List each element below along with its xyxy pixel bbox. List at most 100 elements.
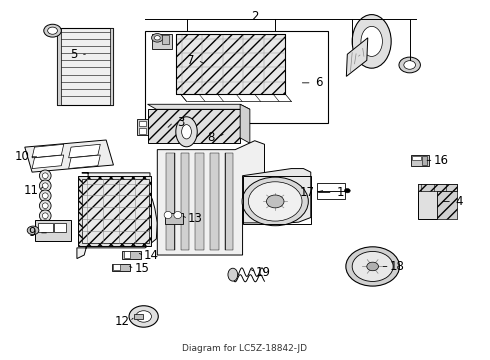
Text: 6: 6: [315, 76, 323, 89]
Ellipse shape: [42, 173, 48, 179]
Ellipse shape: [42, 183, 48, 189]
Ellipse shape: [27, 226, 39, 235]
Bar: [317, 183, 345, 191]
Text: 16: 16: [433, 154, 448, 167]
Ellipse shape: [39, 190, 51, 202]
Ellipse shape: [154, 36, 160, 40]
Text: 10: 10: [14, 150, 29, 163]
Ellipse shape: [129, 306, 158, 327]
Bar: [224, 153, 233, 249]
Bar: [114, 264, 120, 270]
Bar: [38, 223, 52, 232]
Bar: [152, 34, 172, 49]
Bar: [165, 213, 183, 224]
Bar: [137, 119, 147, 135]
Ellipse shape: [352, 15, 391, 68]
Ellipse shape: [182, 125, 192, 139]
Ellipse shape: [267, 195, 284, 208]
Text: Diagram for LC5Z-18842-JD: Diagram for LC5Z-18842-JD: [182, 344, 308, 353]
Bar: [147, 109, 240, 143]
Ellipse shape: [404, 61, 416, 69]
Bar: [113, 264, 129, 271]
Ellipse shape: [344, 189, 350, 193]
Ellipse shape: [242, 177, 308, 226]
Bar: [124, 251, 130, 258]
Ellipse shape: [228, 268, 238, 281]
Ellipse shape: [42, 223, 48, 229]
Text: 2: 2: [251, 10, 259, 23]
Ellipse shape: [176, 117, 197, 147]
Text: 8: 8: [207, 131, 215, 144]
Ellipse shape: [39, 230, 51, 242]
Polygon shape: [243, 168, 311, 223]
Bar: [145, 31, 328, 123]
Ellipse shape: [346, 247, 399, 286]
Bar: [438, 191, 457, 219]
Bar: [134, 314, 143, 319]
Bar: [139, 121, 146, 126]
Ellipse shape: [48, 27, 57, 34]
Polygon shape: [32, 144, 64, 158]
Bar: [412, 156, 421, 160]
Bar: [411, 155, 429, 166]
Ellipse shape: [42, 213, 48, 219]
Bar: [317, 192, 345, 199]
Bar: [176, 34, 286, 94]
Bar: [418, 184, 457, 191]
Text: 11: 11: [24, 184, 39, 197]
Ellipse shape: [39, 210, 51, 221]
Bar: [34, 220, 71, 241]
Bar: [196, 153, 204, 249]
Bar: [54, 223, 66, 232]
Polygon shape: [69, 155, 100, 168]
Ellipse shape: [39, 200, 51, 211]
Polygon shape: [69, 144, 100, 158]
Bar: [139, 128, 146, 134]
Ellipse shape: [174, 211, 182, 219]
Bar: [243, 176, 311, 224]
Polygon shape: [346, 38, 368, 76]
Text: 3: 3: [177, 116, 184, 129]
Ellipse shape: [248, 182, 302, 221]
Text: 14: 14: [144, 249, 159, 262]
Text: 19: 19: [256, 266, 271, 279]
Polygon shape: [147, 104, 250, 109]
Ellipse shape: [39, 220, 51, 231]
Ellipse shape: [42, 233, 48, 239]
Text: 5: 5: [70, 48, 77, 61]
Text: 7: 7: [187, 54, 194, 67]
Ellipse shape: [44, 24, 61, 37]
Polygon shape: [418, 184, 457, 219]
Text: 12: 12: [115, 315, 130, 328]
Polygon shape: [77, 173, 157, 258]
Ellipse shape: [361, 26, 382, 57]
Text: 13: 13: [188, 212, 203, 225]
Bar: [82, 179, 149, 243]
Text: 4: 4: [456, 195, 463, 208]
Bar: [78, 176, 151, 246]
Bar: [122, 251, 141, 258]
Ellipse shape: [151, 33, 163, 42]
Bar: [176, 34, 286, 94]
Ellipse shape: [39, 170, 51, 181]
Bar: [110, 28, 114, 105]
Text: 15: 15: [134, 262, 149, 275]
Polygon shape: [157, 141, 265, 255]
Bar: [422, 156, 427, 165]
Ellipse shape: [352, 251, 393, 282]
Ellipse shape: [164, 211, 172, 219]
Bar: [210, 153, 219, 249]
Bar: [57, 28, 61, 105]
Text: 18: 18: [390, 260, 404, 273]
Ellipse shape: [42, 193, 48, 199]
Text: 9: 9: [28, 226, 35, 239]
Bar: [166, 153, 175, 249]
Ellipse shape: [399, 57, 420, 73]
Ellipse shape: [136, 311, 151, 322]
Polygon shape: [240, 104, 250, 143]
Text: 1: 1: [336, 186, 344, 199]
Text: 17: 17: [300, 186, 315, 199]
Polygon shape: [32, 155, 64, 168]
Bar: [57, 28, 114, 105]
Ellipse shape: [42, 203, 48, 208]
